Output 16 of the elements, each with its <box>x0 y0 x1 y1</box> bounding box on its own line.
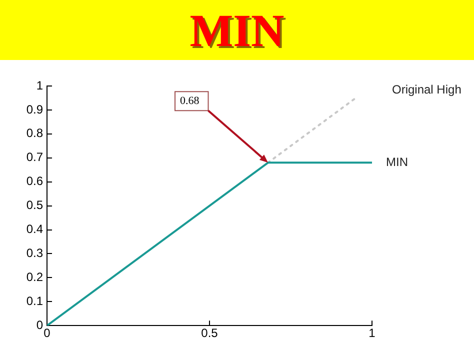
text: Original High <box>392 82 462 96</box>
y-tick-label: 0.2 <box>26 270 44 284</box>
x-tick-label: 0.5 <box>201 326 218 340</box>
y-tick-label: 0.5 <box>26 198 44 212</box>
x-tick-label: 1 <box>368 326 376 340</box>
y-tick-label: 0.1 <box>26 294 44 308</box>
y-tick-label: 0.9 <box>26 102 44 116</box>
y-tick-label: 0.3 <box>26 246 44 260</box>
series-label: MIN <box>386 154 408 169</box>
y-tick-label: 0.6 <box>26 174 44 188</box>
y-tick-label: 0.8 <box>26 126 44 140</box>
y-tick-label: 0.4 <box>26 222 44 236</box>
y-tick-label: 0.7 <box>26 150 44 164</box>
y-tick-label: 1 <box>36 78 44 92</box>
annotation: 0.68 <box>180 95 200 108</box>
chart-title: MIN <box>190 4 284 56</box>
